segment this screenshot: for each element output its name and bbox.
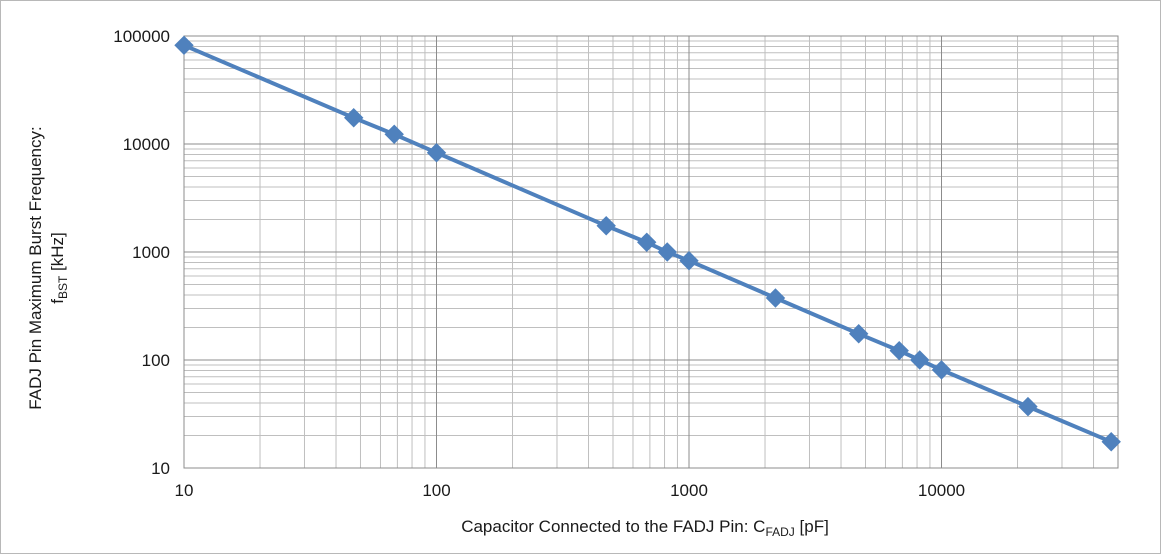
y-tick-label: 100	[142, 351, 170, 370]
y-axis-title: FADJ Pin Maximum Burst Frequency: fBST […	[26, 126, 70, 409]
x-axis-title-suffix: [pF]	[795, 517, 829, 536]
data-point-marker	[384, 124, 404, 144]
y-axis-title-line1: FADJ Pin Maximum Burst Frequency:	[26, 126, 45, 409]
data-point-marker	[1101, 432, 1121, 452]
y-tick-label: 100000	[113, 27, 170, 46]
y-axis-title-subscript: BST	[56, 275, 70, 299]
data-point-marker	[657, 242, 677, 262]
data-point-markers	[174, 35, 1121, 452]
x-tick-label: 10000	[918, 481, 965, 500]
x-tick-label: 100	[422, 481, 450, 500]
x-tick-label: 1000	[670, 481, 708, 500]
data-point-marker	[849, 324, 869, 344]
plot-area-border	[183, 35, 1119, 469]
data-point-marker	[889, 340, 909, 361]
y-axis-title-suffix: [kHz]	[48, 232, 67, 275]
x-axis-title: Capacitor Connected to the FADJ Pin: CFA…	[461, 517, 829, 539]
y-tick-label: 10000	[123, 135, 170, 154]
x-axis-title-main: Capacitor Connected to the FADJ Pin: C	[461, 517, 765, 536]
data-point-marker	[426, 143, 447, 163]
y-axis-title-main: f	[48, 299, 67, 304]
data-point-marker	[765, 288, 786, 308]
x-axis-tick-labels: 10 100 1000 10000	[175, 481, 966, 500]
data-point-marker	[343, 108, 364, 128]
y-axis-title-line2: fBST [kHz]	[48, 232, 70, 304]
y-tick-label: 1000	[132, 243, 170, 262]
y-axis-tick-labels: 10 100 1000 10000 100000	[113, 27, 170, 478]
data-point-marker	[931, 360, 952, 380]
data-point-marker	[1018, 396, 1038, 417]
data-point-marker	[679, 251, 699, 271]
data-point-marker	[174, 35, 194, 56]
x-axis-title-subscript: FADJ	[765, 525, 794, 539]
data-point-marker	[637, 232, 657, 252]
data-point-marker	[910, 350, 930, 370]
data-point-marker	[596, 216, 616, 236]
y-tick-label: 10	[151, 459, 170, 478]
x-tick-label: 10	[175, 481, 194, 500]
